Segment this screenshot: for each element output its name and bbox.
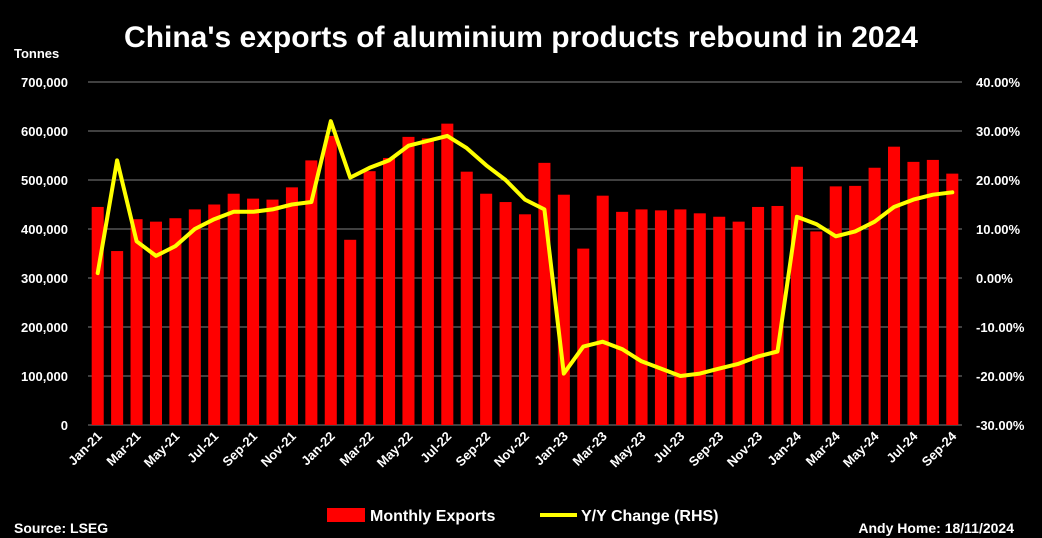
bar	[538, 162, 551, 425]
bar	[266, 199, 279, 425]
bar	[305, 160, 318, 425]
bar	[771, 205, 784, 425]
bar	[577, 248, 590, 425]
y2-tick-label: -20.00%	[976, 369, 1025, 384]
y-tick-label: 400,000	[21, 222, 68, 237]
bar	[169, 218, 182, 425]
bar	[402, 136, 415, 425]
bar	[674, 209, 687, 425]
bar	[499, 202, 512, 425]
y-tick-label: 300,000	[21, 271, 68, 286]
bar	[926, 159, 939, 425]
bar-series	[91, 123, 959, 426]
y2-tick-label: 10.00%	[976, 222, 1021, 237]
y2-tick-label: -30.00%	[976, 418, 1025, 433]
legend-line-label: Y/Y Change (RHS)	[581, 508, 719, 525]
y-tick-label: 200,000	[21, 320, 68, 335]
bar	[460, 171, 473, 425]
bar	[732, 221, 745, 425]
y2-tick-label: 0.00%	[976, 271, 1013, 286]
y2-tick-label: 40.00%	[976, 75, 1021, 90]
bar	[713, 216, 726, 425]
author-credit: Andy Home: 18/11/2024	[858, 520, 1014, 536]
bar	[946, 173, 959, 425]
bar	[557, 194, 570, 425]
bar	[868, 167, 881, 425]
y2-tick-label: 30.00%	[976, 124, 1021, 139]
bar	[888, 146, 901, 425]
source-note: Source: LSEG	[14, 520, 108, 536]
chart-title: China's exports of aluminium products re…	[124, 21, 918, 54]
bar	[363, 171, 376, 425]
legend: Monthly Exports Y/Y Change (RHS)	[327, 508, 719, 525]
right-axis-ticks: -30.00% -20.00% -10.00% 0.00% 10.00% 20.00% 30…	[976, 75, 1025, 433]
bar	[480, 193, 493, 425]
y2-tick-label: 20.00%	[976, 173, 1021, 188]
bar	[149, 221, 162, 425]
bar	[227, 193, 240, 425]
bar	[752, 206, 765, 425]
bar	[285, 187, 298, 425]
bar	[208, 204, 221, 425]
bar	[790, 166, 803, 425]
legend-bar-label: Monthly Exports	[370, 508, 495, 525]
y-tick-label: 600,000	[21, 124, 68, 139]
yoy-line	[95, 119, 955, 378]
bar	[344, 239, 357, 425]
bar	[693, 213, 706, 425]
bar	[247, 198, 260, 425]
bar	[188, 209, 201, 425]
y-axis-unit-label: Tonnes	[14, 46, 59, 61]
bar	[810, 231, 823, 425]
bar	[383, 157, 396, 425]
bar	[518, 214, 532, 425]
y-tick-label: 100,000	[21, 369, 68, 384]
y2-tick-label: -10.00%	[976, 320, 1025, 335]
y-tick-label: 700,000	[21, 75, 68, 90]
line-series	[95, 119, 955, 378]
bar	[130, 219, 143, 425]
bar	[829, 186, 842, 425]
y-tick-label: 0	[61, 418, 68, 433]
bar	[111, 251, 124, 425]
bar	[616, 211, 629, 425]
bar	[596, 195, 609, 425]
bar	[421, 138, 434, 425]
bar	[654, 210, 667, 425]
legend-bar-swatch	[327, 508, 365, 522]
bar	[907, 161, 920, 425]
left-axis-ticks: 0 100,000 200,000 300,000 400,000 500,000 600,…	[21, 75, 68, 433]
bar	[635, 209, 648, 425]
bar	[324, 135, 337, 425]
bar	[849, 185, 862, 425]
bar	[441, 123, 454, 426]
y-tick-label: 500,000	[21, 173, 68, 188]
